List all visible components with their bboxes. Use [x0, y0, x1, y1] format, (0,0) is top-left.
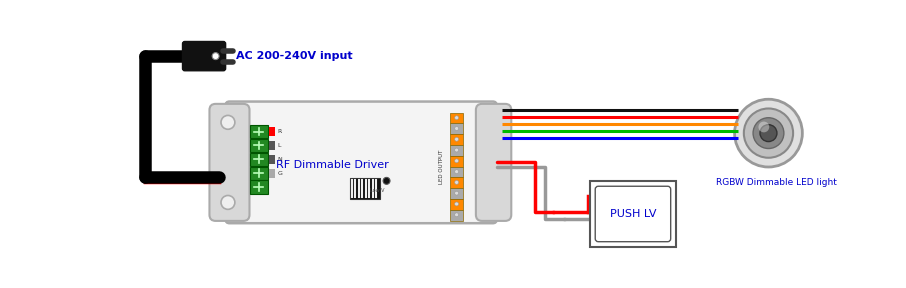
Circle shape: [221, 115, 235, 129]
Circle shape: [212, 53, 219, 60]
Bar: [269, 168, 275, 178]
FancyBboxPatch shape: [450, 188, 463, 199]
FancyBboxPatch shape: [595, 186, 670, 242]
FancyBboxPatch shape: [182, 41, 226, 71]
FancyBboxPatch shape: [226, 102, 496, 223]
Circle shape: [455, 159, 458, 163]
Circle shape: [383, 177, 390, 184]
Text: LED OUTPUT: LED OUTPUT: [439, 150, 444, 184]
Circle shape: [455, 191, 458, 195]
FancyBboxPatch shape: [450, 156, 463, 167]
FancyBboxPatch shape: [476, 104, 511, 221]
Bar: [269, 141, 275, 150]
FancyBboxPatch shape: [350, 178, 381, 199]
Circle shape: [744, 109, 793, 158]
Text: G: G: [277, 171, 282, 176]
Text: Low V: Low V: [370, 187, 384, 193]
Text: L: L: [277, 143, 281, 148]
Text: RGBW Dimmable LED light: RGBW Dimmable LED light: [716, 178, 836, 187]
Text: N: N: [277, 157, 282, 162]
FancyBboxPatch shape: [209, 104, 249, 221]
Circle shape: [753, 118, 784, 149]
FancyBboxPatch shape: [250, 153, 267, 166]
FancyBboxPatch shape: [250, 125, 267, 138]
FancyBboxPatch shape: [250, 167, 267, 180]
Circle shape: [221, 196, 235, 209]
Circle shape: [455, 170, 458, 174]
Circle shape: [758, 122, 769, 132]
Circle shape: [455, 181, 458, 184]
Circle shape: [455, 202, 458, 206]
Circle shape: [455, 148, 458, 152]
Circle shape: [455, 137, 458, 141]
Circle shape: [455, 126, 458, 130]
Text: R: R: [277, 129, 282, 134]
Bar: [269, 127, 275, 136]
FancyBboxPatch shape: [450, 210, 463, 221]
Text: RF Dimmable Driver: RF Dimmable Driver: [275, 160, 389, 170]
Text: AC 200-240V input: AC 200-240V input: [236, 51, 352, 61]
FancyBboxPatch shape: [450, 134, 463, 145]
Circle shape: [455, 116, 458, 120]
FancyBboxPatch shape: [450, 113, 463, 124]
FancyBboxPatch shape: [250, 181, 267, 194]
Bar: [269, 155, 275, 164]
FancyBboxPatch shape: [250, 139, 267, 152]
FancyBboxPatch shape: [450, 177, 463, 188]
Circle shape: [735, 99, 803, 167]
FancyBboxPatch shape: [450, 145, 463, 156]
Text: PUSH LV: PUSH LV: [610, 209, 656, 219]
FancyBboxPatch shape: [450, 199, 463, 210]
FancyBboxPatch shape: [450, 124, 463, 134]
FancyBboxPatch shape: [590, 181, 676, 247]
Circle shape: [455, 213, 458, 217]
FancyBboxPatch shape: [450, 167, 463, 177]
Circle shape: [760, 125, 777, 142]
